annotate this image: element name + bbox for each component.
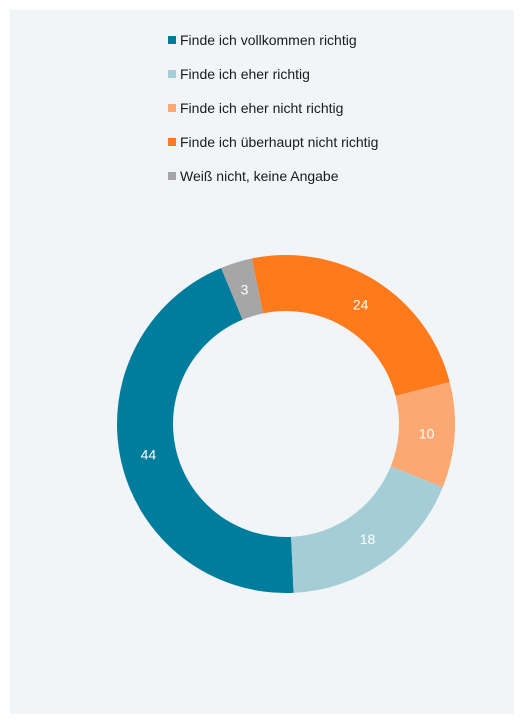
donut-slice bbox=[251, 255, 450, 396]
legend-item: Finde ich überhaupt nicht richtig bbox=[168, 132, 508, 152]
donut-chart: 44 18 10 24 3 bbox=[117, 255, 456, 593]
legend-item: Finde ich eher nicht richtig bbox=[168, 98, 508, 118]
donut-slices bbox=[117, 255, 456, 593]
slice-value-label: 10 bbox=[419, 425, 435, 441]
legend-item: Weiß nicht, keine Angabe bbox=[168, 166, 508, 186]
slice-value-label: 18 bbox=[360, 531, 376, 547]
slice-value-label: 44 bbox=[141, 447, 157, 463]
donut-slice bbox=[390, 381, 456, 488]
legend-swatch bbox=[168, 104, 176, 112]
legend: Finde ich vollkommen richtig Finde ich e… bbox=[168, 30, 508, 200]
chart-panel: Finde ich vollkommen richtig Finde ich e… bbox=[10, 10, 514, 714]
donut-slice bbox=[221, 258, 264, 320]
legend-swatch bbox=[168, 138, 176, 146]
slice-value-label: 3 bbox=[241, 281, 249, 297]
legend-swatch bbox=[168, 36, 176, 44]
donut-slice bbox=[291, 466, 443, 593]
legend-swatch bbox=[168, 172, 176, 180]
legend-item: Finde ich vollkommen richtig bbox=[168, 30, 508, 50]
donut-labels: 44 18 10 24 3 bbox=[141, 281, 435, 547]
legend-label: Finde ich vollkommen richtig bbox=[180, 32, 357, 48]
legend-item: Finde ich eher richtig bbox=[168, 64, 508, 84]
legend-label: Finde ich eher nicht richtig bbox=[180, 100, 344, 116]
legend-swatch bbox=[168, 70, 176, 78]
legend-label: Weiß nicht, keine Angabe bbox=[180, 168, 339, 184]
legend-label: Finde ich überhaupt nicht richtig bbox=[180, 134, 379, 150]
legend-label: Finde ich eher richtig bbox=[180, 66, 310, 82]
slice-value-label: 24 bbox=[353, 296, 369, 312]
donut-slice bbox=[117, 267, 294, 593]
